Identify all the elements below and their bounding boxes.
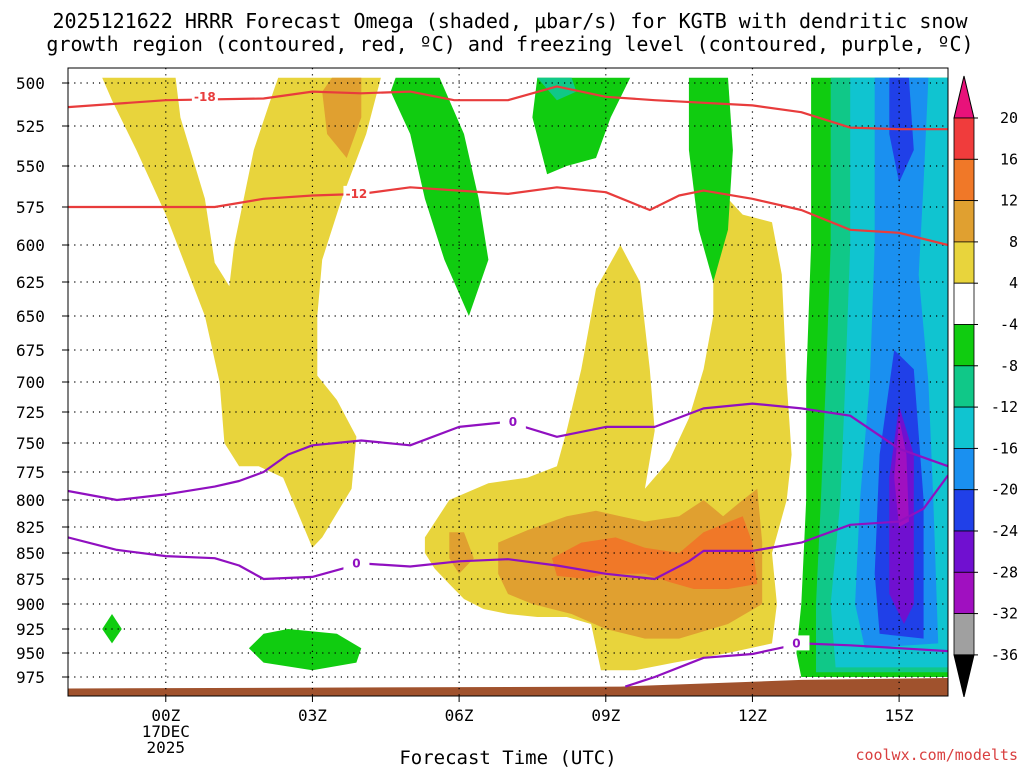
colorbar-label-12: 12 [1000,192,1018,210]
y-tick-label-750: 750 [16,434,45,453]
colorbar-label--24: -24 [991,522,1018,540]
y-tick-label-500: 500 [16,74,45,93]
freezing-contour-2 [624,642,948,688]
y-tick-label-950: 950 [16,644,45,663]
omega-region--8--4 [532,77,631,175]
colorbar-band--32--28 [953,571,975,614]
colorbar-label--8: -8 [1000,357,1018,375]
colorbar-band--12--8 [953,365,975,408]
x-tick-date-label: 17DEC [142,722,190,741]
y-tick-label-875: 875 [16,570,45,589]
x-tick-year-label: 2025 [147,738,186,757]
freezing-contour-0 [68,402,948,502]
freezing-contour-label-bg-1 [343,555,370,571]
colorbar-label--16: -16 [991,439,1018,457]
dgz-contour-label-1: -12 [346,187,368,201]
x-tick-label-03Z: 03Z [298,706,327,725]
chart-title-line-2: growth region (contoured, red, ºC) and f… [46,32,973,56]
y-tick-label-700: 700 [16,373,45,392]
colorbar-band-8-12 [953,200,975,243]
x-tick-label-12Z: 12Z [738,706,767,725]
y-tick-label-525: 525 [16,117,45,136]
x-tick-label-15Z: 15Z [885,706,914,725]
omega-region--12--8 [537,77,577,101]
dgz-contour-0 [68,85,948,131]
omega-shading [102,77,948,678]
colorbar-band--36--32 [953,613,975,656]
x-tick-label-06Z: 06Z [445,706,474,725]
freezing-contour-label-2: 0 [792,636,800,650]
freezing-contour-label-0: 0 [509,415,517,429]
plot-area: -18 -12 0 0 0 [67,67,949,697]
colorbar-band--28--24 [953,530,975,573]
colorbar-band--16--12 [953,406,975,449]
colorbar-band--24--20 [953,489,975,532]
x-tick-label-00Z: 00Z [151,706,180,725]
colorbar-band-4-8 [953,241,975,284]
colorbar-arrow-top [953,75,975,119]
colorbar-band--20--16 [953,447,975,491]
x-tick-label-09Z: 09Z [591,706,620,725]
colorbar-label--28: -28 [991,563,1018,581]
y-tick-label-550: 550 [16,157,45,176]
colorbar-label-16: 16 [1000,150,1018,168]
colorbar: 20 16 12 8 4 -4 -8 -12 -16 -20 -24 -28 -32 -36 [953,75,1018,698]
omega-region--8--4 [248,629,362,671]
y-tick-label-925: 925 [16,620,45,639]
dgz-contour-label-bg-0 [191,88,218,104]
freezing-contour-1 [68,474,948,581]
y-tick-label-825: 825 [16,518,45,537]
y-tick-label-725: 725 [16,403,45,422]
terrain-layer [68,678,948,696]
omega-region-12-16 [552,516,758,589]
dgz-contour-label-bg-1 [343,185,370,201]
colorbar-label-4: 4 [1009,274,1018,292]
y-tick-label-625: 625 [16,273,45,292]
colorbar-arrow-bottom [953,654,975,698]
colorbar-label--32: -32 [991,605,1018,623]
y-tick-label-675: 675 [16,341,45,360]
freezing-contour-label-bg-0 [499,413,526,429]
colorbar-label--20: -20 [991,481,1018,499]
terrain-surface [68,678,948,696]
colorbar-label--12: -12 [991,398,1018,416]
freezing-contour-label-1: 0 [352,556,360,570]
y-tick-label-775: 775 [16,463,45,482]
credit-text: coolwx.com/modelts [855,746,1018,764]
colorbar-label--4: -4 [1000,316,1018,334]
dgz-contour-label-0: -18 [194,90,216,104]
colorbar-band--8--4 [953,324,975,367]
temperature-contours: -18 -12 0 0 0 [68,85,948,688]
omega-region-8-12 [322,77,362,158]
y-axis: 500 525 550 575 600 625 650 675 700 725 750 775 800 8… [16,74,68,687]
y-tick-label-600: 600 [16,236,45,255]
y-tick-label-575: 575 [16,198,45,217]
omega-region-8-12 [449,532,474,574]
colorbar-band-16-20 [953,117,975,160]
dgz-contour-1 [68,186,948,247]
colorbar-band-12-16 [953,158,975,202]
omega-region--8--4 [390,77,489,316]
y-tick-label-900: 900 [16,595,45,614]
colorbar-label-8: 8 [1009,233,1018,251]
y-tick-label-850: 850 [16,544,45,563]
omega-region--8--4 [688,77,733,282]
colorbar-band--4-4 [953,282,975,325]
colorbar-label--36: -36 [991,646,1018,664]
y-tick-label-975: 975 [16,668,45,687]
freezing-contour-label-bg-2 [783,635,810,651]
colorbar-label-20: 20 [1000,109,1018,127]
chart-title-line-1: 2025121622 HRRR Forecast Omega (shaded, … [52,9,968,33]
x-axis-label: Forecast Time (UTC) [399,747,616,768]
y-tick-label-650: 650 [16,307,45,326]
y-tick-label-800: 800 [16,491,45,510]
